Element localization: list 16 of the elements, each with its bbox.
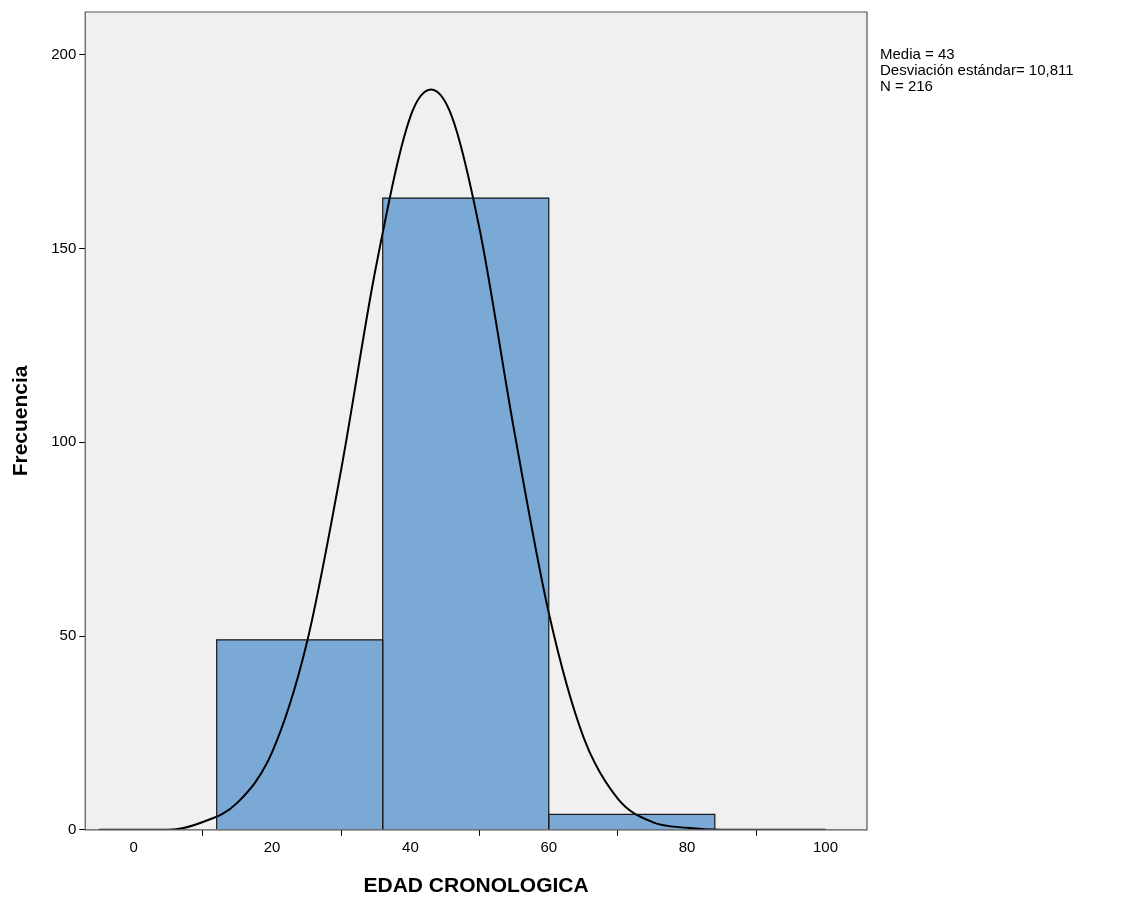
text: Media = 43 xyxy=(880,45,956,62)
y-axis-title: Frecuencia xyxy=(8,365,32,477)
y-tick-label: 200 xyxy=(51,44,77,62)
x-tick-label: 20 xyxy=(263,837,281,855)
x-tick-label: 80 xyxy=(678,837,696,855)
text: N = 216 xyxy=(880,77,934,94)
x-tick-label: 60 xyxy=(540,837,558,855)
x-tick-label: 40 xyxy=(402,837,419,855)
y-tick-label: 100 xyxy=(51,432,77,450)
text: Desviación estándar= 10,811 xyxy=(880,61,1074,78)
x-tick-label: 100 xyxy=(812,837,839,855)
y-tick-label: 150 xyxy=(51,238,77,256)
y-tick-label: 0 xyxy=(67,819,77,837)
y-tick-label: 50 xyxy=(59,626,77,644)
x-tick-label: 0 xyxy=(129,837,138,855)
x-axis-title: EDAD CRONOLOGICA xyxy=(363,873,589,897)
